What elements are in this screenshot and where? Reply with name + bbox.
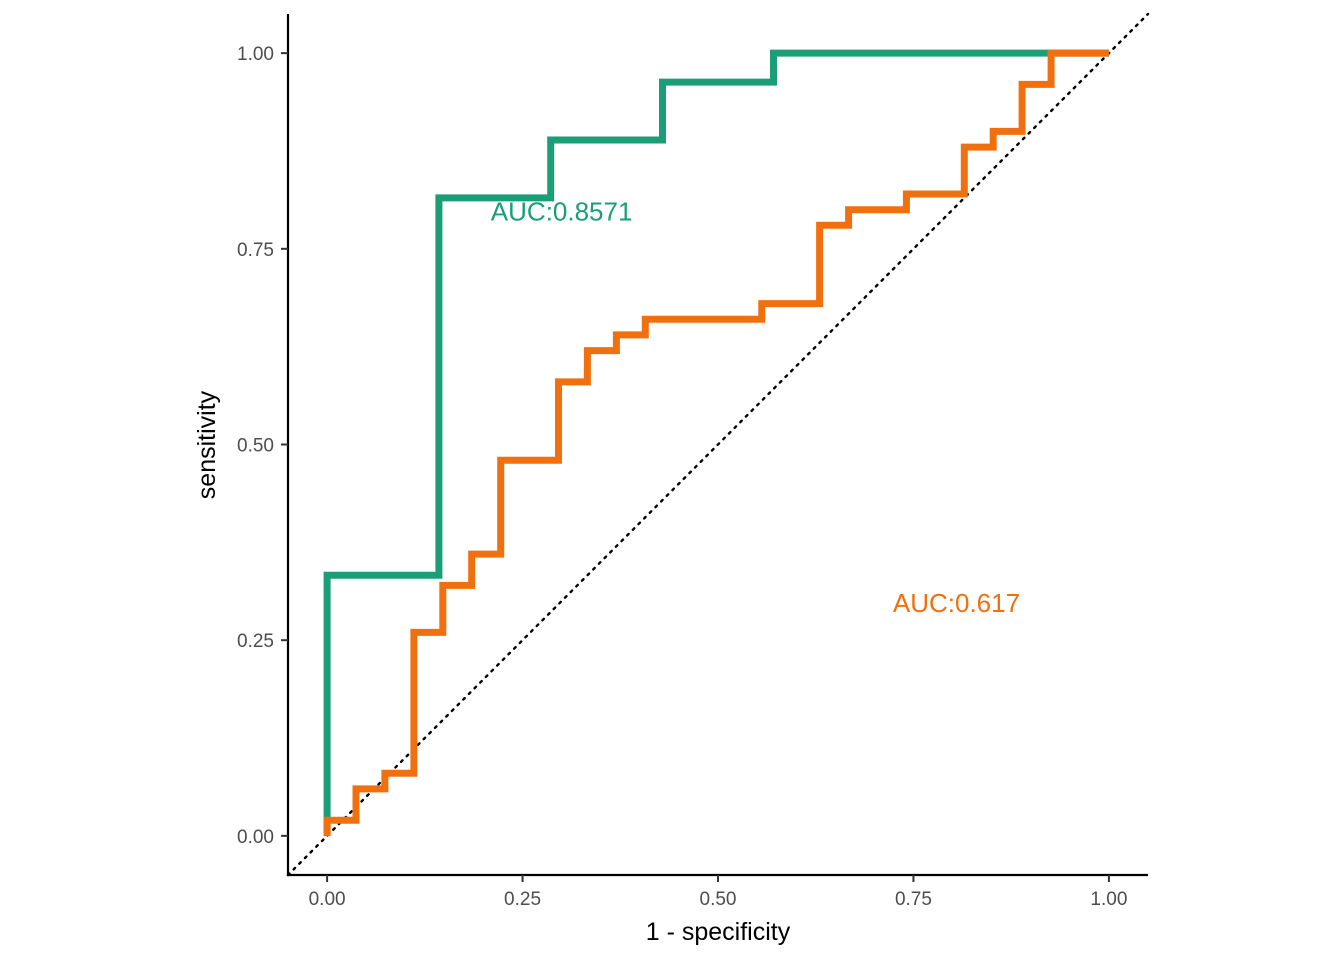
series-layer (323, 49, 1109, 836)
label-layer: AUC:0.8571 AUC:0.617 (491, 196, 1020, 617)
axes-layer: 0.00 0.25 0.50 0.75 1.00 0.00 0.25 0.50 0.75 1.00 (237, 14, 1148, 910)
x-axis-title: 1 - specificity (646, 918, 791, 946)
y-tick-label: 0.75 (237, 240, 274, 261)
x-tick-label: 0.00 (309, 889, 346, 910)
y-tick-label: 0.00 (237, 827, 274, 848)
x-tick-label: 0.25 (504, 889, 541, 910)
roc-curve-series-1 (323, 49, 1109, 836)
x-tick-label: 0.50 (700, 889, 737, 910)
y-axis-title: sensitivity (193, 390, 221, 499)
y-tick-label: 1.00 (237, 44, 274, 65)
y-tick-label: 0.50 (237, 436, 274, 457)
roc-curve-series-2 (323, 49, 1109, 836)
auc-label-series-2: AUC:0.617 (893, 588, 1020, 618)
auc-label-series-1: AUC:0.8571 (491, 196, 633, 226)
x-tick-label: 0.75 (895, 889, 932, 910)
reference-diagonal-line (286, 12, 1150, 877)
x-tick-label: 1.00 (1090, 889, 1127, 910)
y-tick-label: 0.25 (237, 631, 274, 652)
reference-layer (286, 12, 1150, 877)
